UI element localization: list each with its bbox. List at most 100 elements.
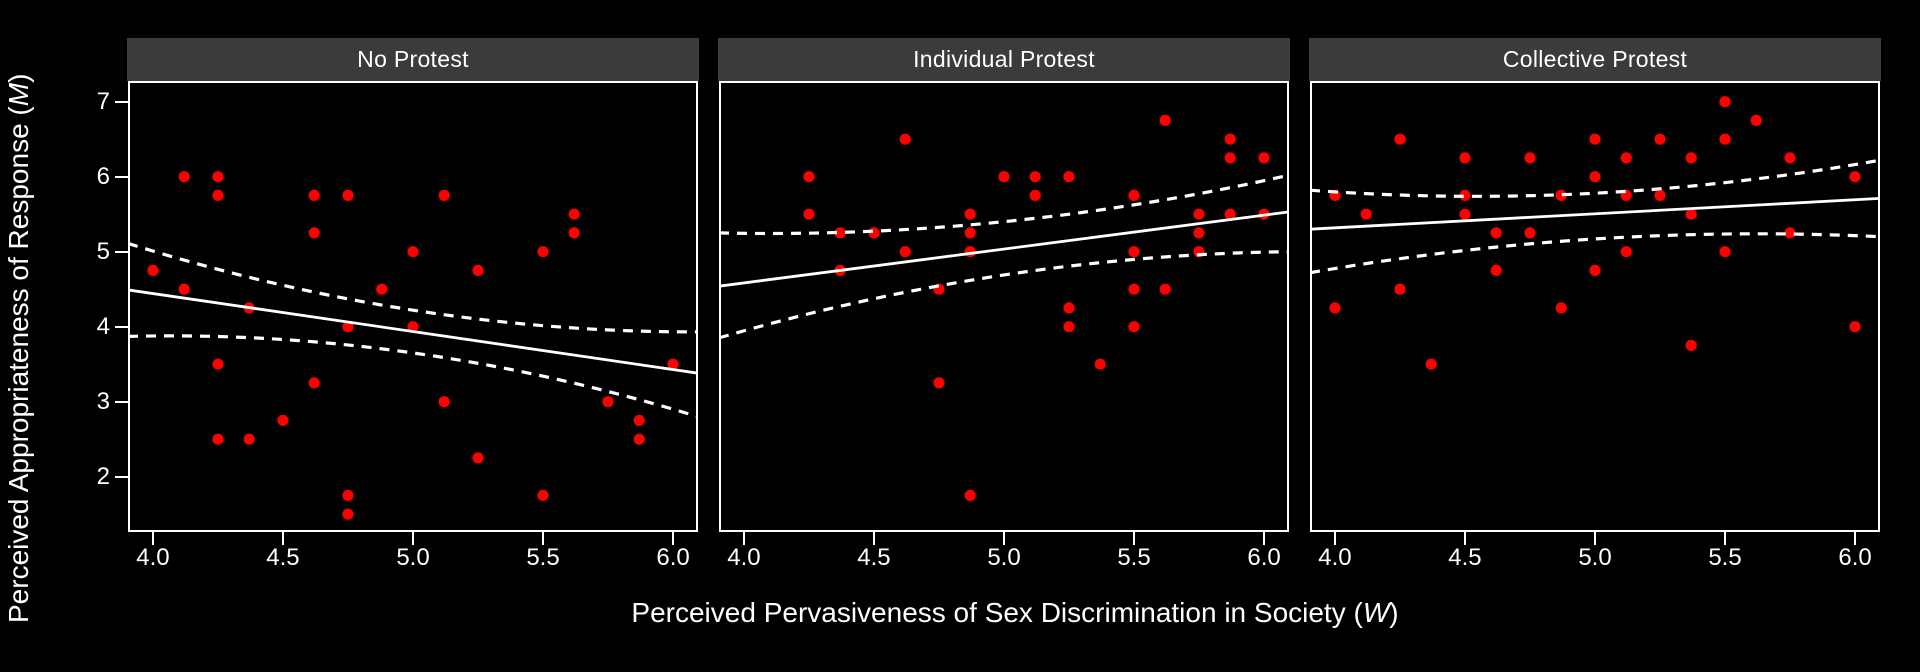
data-point <box>1459 152 1471 164</box>
facet-header-collective-protest: Collective Protest <box>1309 38 1881 81</box>
data-point <box>1620 246 1632 258</box>
x-axis-tick-label: 5.5 <box>526 544 560 571</box>
data-point <box>1654 189 1666 201</box>
data-point <box>212 433 224 445</box>
panel-border <box>719 81 1289 532</box>
ci-upper-dashed-line <box>719 173 1289 236</box>
facet-panel-collective-protest <box>1310 81 1880 532</box>
data-point <box>1128 321 1140 333</box>
y-axis-title-italic-var: M <box>3 82 34 107</box>
x-axis-tick-label: 4.0 <box>727 544 761 571</box>
data-point <box>1159 114 1171 126</box>
data-point <box>1329 302 1341 314</box>
data-point <box>964 208 976 220</box>
x-axis-tick-label: 5.0 <box>1578 544 1612 571</box>
data-point <box>1589 133 1601 145</box>
data-point <box>277 414 289 426</box>
x-axis-tick <box>151 532 154 545</box>
data-point <box>1719 246 1731 258</box>
data-point <box>1224 152 1236 164</box>
data-point <box>1685 339 1697 351</box>
data-point <box>1719 133 1731 145</box>
data-point <box>602 396 614 408</box>
ci-upper-dashed-line <box>128 241 698 334</box>
ci-lower-dashed-line <box>1310 232 1880 275</box>
regression-line <box>719 210 1289 288</box>
y-axis-tick <box>115 100 128 103</box>
data-point <box>537 246 549 258</box>
data-point <box>803 171 815 183</box>
data-point <box>1490 227 1502 239</box>
data-point <box>376 283 388 295</box>
y-axis-title-text: Perceived Appropriateness of Response ( <box>3 106 34 623</box>
x-axis-tick <box>1263 532 1266 545</box>
data-point <box>342 489 354 501</box>
x-axis-tick-label: 5.0 <box>987 544 1021 571</box>
x-axis-title-text: Perceived Pervasiveness of Sex Discrimin… <box>631 597 1363 628</box>
x-axis-tick <box>1724 532 1727 545</box>
data-point <box>212 189 224 201</box>
data-point <box>1360 208 1372 220</box>
data-point <box>1555 302 1567 314</box>
data-point <box>1490 264 1502 276</box>
y-axis-tick <box>115 475 128 478</box>
data-point <box>933 377 945 389</box>
y-axis-tick-label: 4 <box>96 312 110 340</box>
data-point <box>1258 152 1270 164</box>
data-point <box>308 227 320 239</box>
facet-header-no-protest: No Protest <box>127 38 699 81</box>
panel-border <box>1310 81 1880 532</box>
x-axis-tick-label: 4.0 <box>136 544 170 571</box>
x-axis-tick-label: 6.0 <box>1838 544 1872 571</box>
ci-lower-dashed-line <box>719 250 1289 340</box>
x-axis-tick <box>672 532 675 545</box>
data-point <box>1524 152 1536 164</box>
x-axis-tick <box>742 532 745 545</box>
y-axis-tick-label: 3 <box>96 387 110 415</box>
data-point <box>308 377 320 389</box>
panel-border <box>128 81 698 532</box>
facet-panel-individual-protest <box>719 81 1289 532</box>
data-point <box>342 508 354 520</box>
x-axis-tick <box>1003 532 1005 545</box>
x-axis-tick <box>872 532 875 545</box>
data-point <box>1224 208 1236 220</box>
data-point <box>964 489 976 501</box>
x-axis-tick-label: 4.5 <box>266 544 300 571</box>
x-axis-tick <box>542 532 545 545</box>
data-point <box>1784 152 1796 164</box>
data-point <box>803 208 815 220</box>
data-point <box>1029 189 1041 201</box>
regression-line <box>1310 197 1880 231</box>
data-point <box>178 283 190 295</box>
x-axis-tick <box>1854 532 1857 545</box>
data-point <box>407 321 419 333</box>
x-axis-tick <box>281 532 284 545</box>
data-point <box>342 189 354 201</box>
data-point <box>308 189 320 201</box>
data-point <box>1654 133 1666 145</box>
data-point <box>1063 302 1075 314</box>
y-axis-tick <box>115 250 128 253</box>
data-point <box>1849 321 1861 333</box>
data-point <box>537 489 549 501</box>
ci-lower-dashed-line <box>128 334 698 419</box>
data-point <box>633 414 645 426</box>
data-point <box>1193 227 1205 239</box>
data-point <box>1719 96 1731 108</box>
data-point <box>1128 246 1140 258</box>
x-axis-tick-label: 6.0 <box>1247 544 1281 571</box>
data-point <box>1459 189 1471 201</box>
x-axis-tick <box>1333 532 1336 545</box>
x-axis-tick <box>412 532 414 545</box>
data-point <box>568 208 580 220</box>
data-point <box>1128 283 1140 295</box>
data-point <box>633 433 645 445</box>
x-axis-title-italic-var: W <box>1362 597 1390 628</box>
data-point <box>1394 283 1406 295</box>
data-point <box>1459 208 1471 220</box>
data-point <box>1094 358 1106 370</box>
x-axis-tick-label: 6.0 <box>656 544 690 571</box>
data-point <box>472 452 484 464</box>
y-axis-tick-label: 6 <box>96 162 110 190</box>
